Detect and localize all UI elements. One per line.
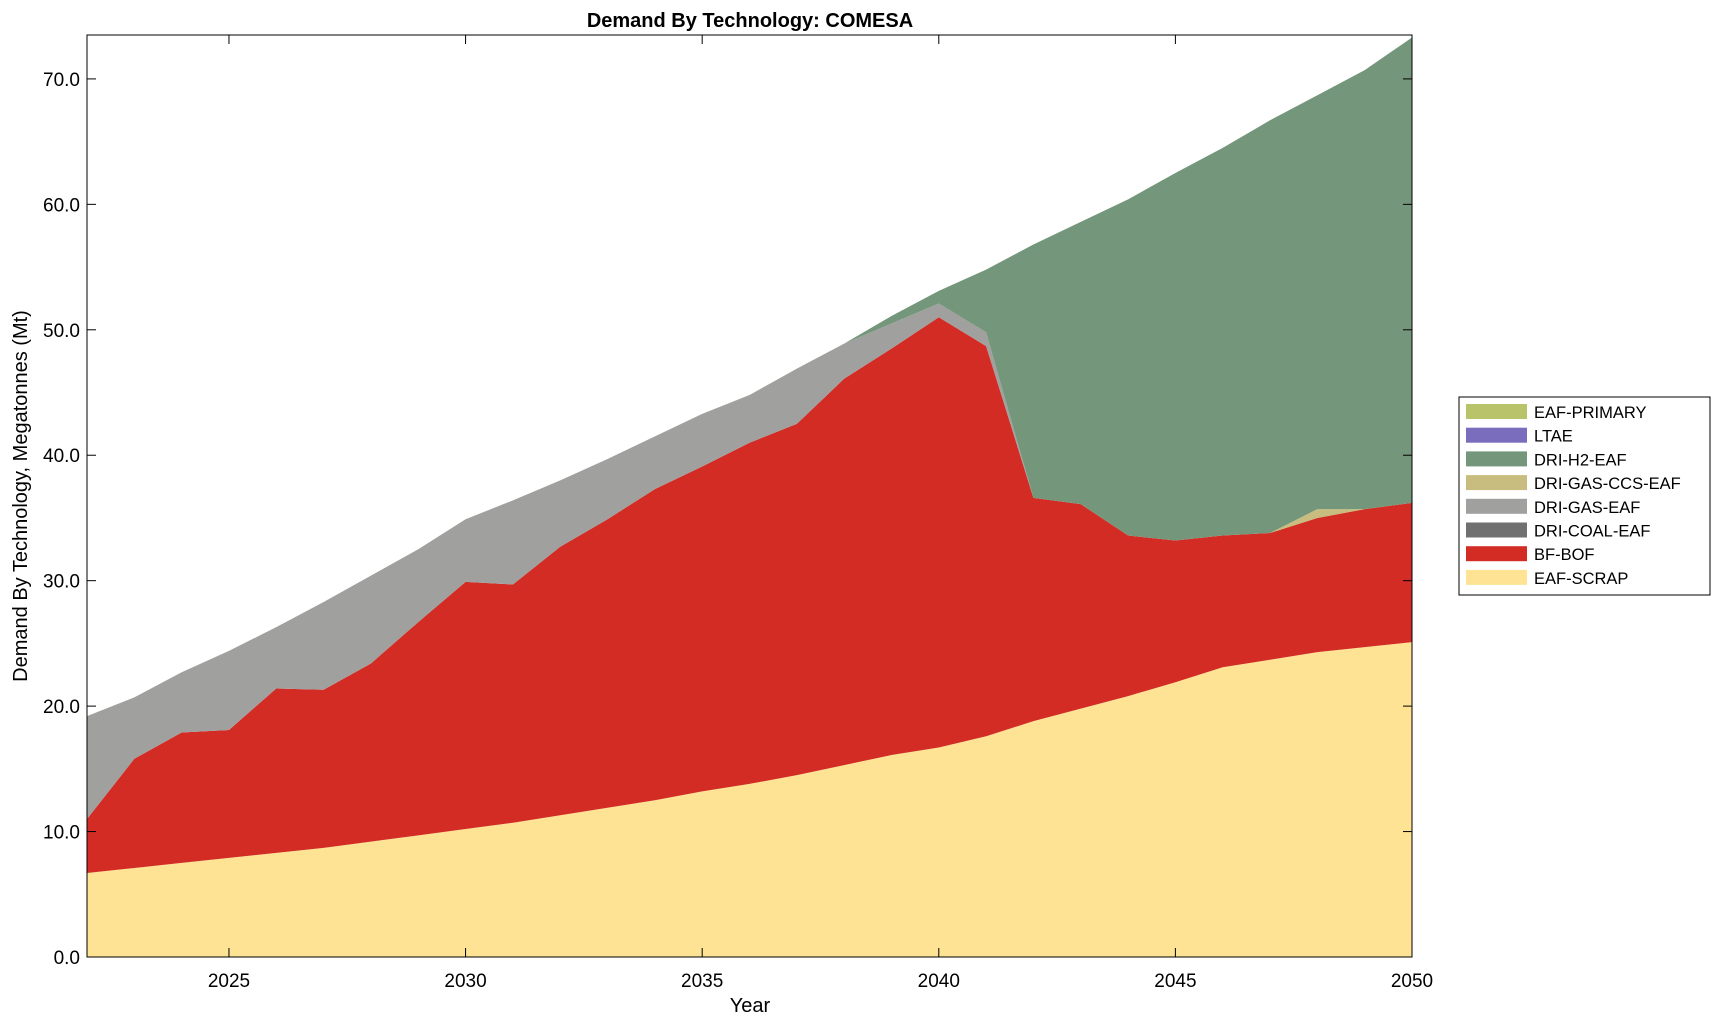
legend: EAF-PRIMARY LTAE DRI-H2-EAF DRI-GAS-CCS-EAF… (1458, 396, 1711, 596)
legend-label-dri-gas-eaf: DRI-GAS-EAF (1534, 499, 1640, 517)
y-axis-label: Demand By Technology, Megatonnes (Mt) (10, 310, 32, 682)
legend-label-ltae: LTAE (1534, 428, 1573, 446)
legend-label-dri-h2-eaf: DRI-H2-EAF (1534, 451, 1627, 469)
legend-label-dri-coal-eaf: DRI-COAL-EAF (1534, 523, 1650, 541)
legend-label-bf-bof: BF-BOF (1534, 546, 1595, 564)
y-tick-label: 40.0 (43, 446, 80, 467)
x-tick-label: 2045 (1154, 971, 1196, 992)
legend-box (1458, 396, 1711, 596)
x-tick-label: 2035 (681, 971, 723, 992)
legend-label-eaf-scrap: EAF-SCRAP (1534, 570, 1628, 588)
x-axis-ticks: 2025 2030 2035 2040 2045 2050 (208, 35, 1433, 992)
y-tick-label: 0.0 (54, 948, 80, 969)
legend-label-eaf-primary: EAF-PRIMARY (1534, 404, 1646, 422)
legend-swatch-dri-h2-eaf (1466, 451, 1527, 467)
legend-swatch-dri-coal-eaf (1466, 522, 1527, 538)
y-tick-label: 30.0 (43, 572, 80, 593)
x-tick-label: 2025 (208, 971, 250, 992)
legend-swatch-ltae (1466, 427, 1527, 443)
x-tick-label: 2050 (1391, 971, 1433, 992)
area-bf-bof (87, 317, 1412, 873)
area-series-group (87, 37, 1412, 957)
area-dri-gas-eaf (87, 303, 1412, 820)
legend-swatch-eaf-primary (1466, 404, 1527, 419)
y-tick-label: 20.0 (43, 697, 80, 718)
legend-swatch-dri-gas-ccs-eaf (1466, 475, 1527, 491)
y-axis-ticks: 0.0 10.0 20.0 30.0 40.0 50.0 60.0 70.0 (43, 70, 1412, 969)
area-eaf-scrap (87, 642, 1412, 957)
legend-swatch-dri-gas-eaf (1466, 498, 1527, 514)
plot-frame (86, 34, 1413, 958)
y-tick-label: 50.0 (43, 321, 80, 342)
y-tick-label: 60.0 (43, 195, 80, 216)
x-axis-label: Year (730, 995, 771, 1017)
x-tick-label: 2030 (444, 971, 486, 992)
x-tick-label: 2040 (918, 971, 960, 992)
legend-swatch-bf-bof (1466, 546, 1527, 562)
y-tick-label: 10.0 (43, 823, 80, 844)
legend-swatch-eaf-scrap (1466, 569, 1527, 585)
y-tick-label: 70.0 (43, 70, 80, 91)
area-dri-h2-eaf (87, 37, 1412, 717)
chart-title: Demand By Technology: COMESA (587, 10, 913, 32)
legend-label-dri-gas-ccs-eaf: DRI-GAS-CCS-EAF (1534, 475, 1681, 493)
